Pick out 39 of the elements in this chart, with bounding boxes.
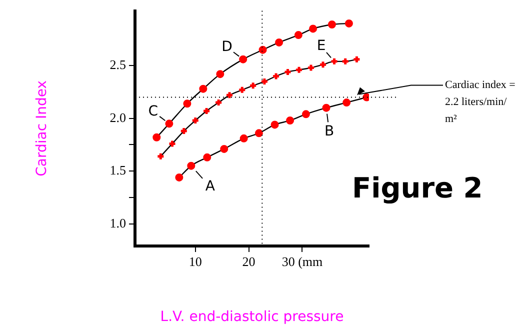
point: [254, 129, 263, 138]
point: [199, 84, 208, 93]
annotation: D: [222, 38, 232, 55]
x-tick-label: 10: [188, 254, 202, 270]
point: [258, 46, 267, 54]
point: [286, 116, 294, 124]
point: [275, 38, 284, 46]
y-tick-label: 2.0: [110, 110, 126, 125]
point: [344, 19, 353, 28]
point: [165, 120, 174, 128]
y-tick-label: 1.0: [110, 215, 126, 230]
x-axis-title: L.V. end-diastolic pressure: [160, 309, 344, 326]
point: [328, 20, 336, 29]
x-tick-label: 30 (mm: [282, 254, 323, 270]
point: [175, 173, 184, 182]
point: [220, 144, 228, 153]
point: [152, 133, 161, 142]
point: [216, 70, 224, 78]
y-tick-label: 1.5: [110, 162, 126, 178]
annotation: A: [205, 178, 216, 194]
point: [342, 98, 351, 107]
annotation: Figure 2: [352, 171, 483, 204]
point: [302, 110, 310, 118]
y-tick-label: 2.5: [110, 57, 126, 72]
point: [322, 104, 330, 112]
point: [183, 100, 192, 108]
point: [240, 134, 248, 142]
point: [309, 24, 318, 33]
point: [239, 55, 248, 64]
point: [294, 31, 302, 40]
annotation: C: [148, 103, 158, 120]
y-axis-title: Cardiac Index: [34, 80, 50, 176]
x-tick-label: 20: [242, 254, 256, 270]
annotation: B: [324, 123, 334, 140]
point: [203, 153, 212, 162]
point: [187, 162, 196, 170]
ref-line-label: Cardiac index = 2.2 liters/min/m²: [445, 79, 516, 126]
point: [270, 120, 279, 129]
annotation: E: [316, 38, 326, 54]
